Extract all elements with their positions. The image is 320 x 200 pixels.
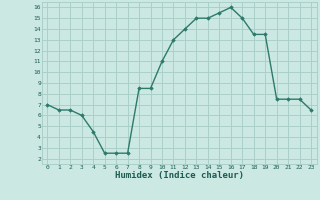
X-axis label: Humidex (Indice chaleur): Humidex (Indice chaleur) [115, 171, 244, 180]
